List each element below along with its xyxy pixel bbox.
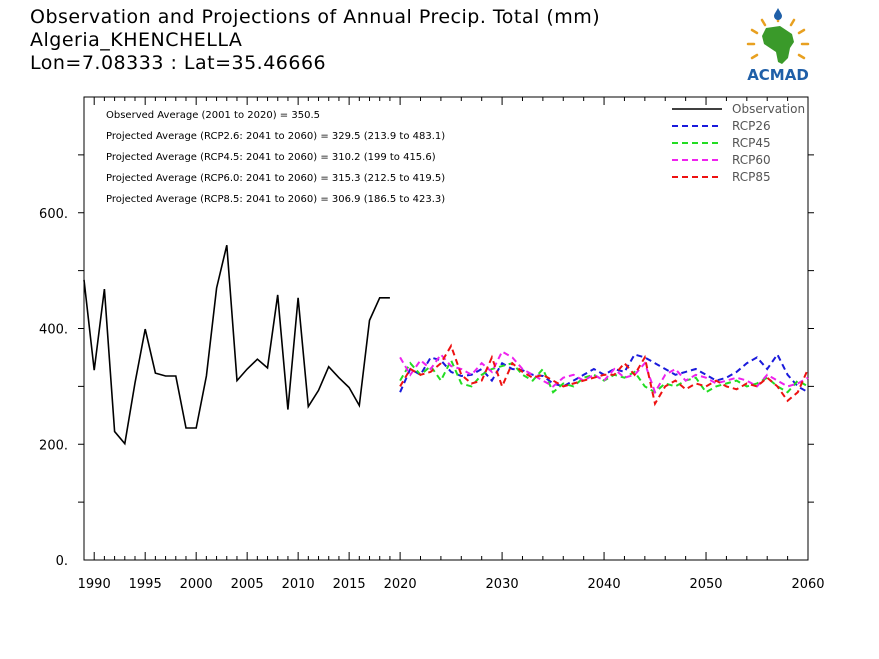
logo-rays <box>746 14 810 60</box>
logo-text: ACMAD <box>747 66 809 84</box>
series-line-rcp45 <box>399 357 809 394</box>
legend-label-rcp60: RCP60 <box>732 153 771 167</box>
chart-title: Observation and Projections of Annual Pr… <box>30 6 601 28</box>
y-tick-label: 600. <box>39 207 68 222</box>
x-tick-label: 2020 <box>384 577 417 592</box>
plot-frame <box>83 96 809 561</box>
location-coordinates: Lon=7.08333 : Lat=35.46666 <box>30 52 327 74</box>
plot-border <box>83 96 809 561</box>
chart-title-block: Observation and Projections of Annual Pr… <box>30 6 600 75</box>
x-tick-label: 2005 <box>231 577 264 592</box>
series-layer <box>83 245 809 446</box>
x-tick-label: 1995 <box>129 577 162 592</box>
stats-annotations: Observed Average (2001 to 2020) = 350.5 P… <box>106 110 445 205</box>
y-tick-label: 400. <box>39 323 68 338</box>
stats-line: Projected Average (RCP4.5: 2041 to 2060)… <box>106 152 436 163</box>
legend: Observation RCP26 RCP45 RCP60 RCP85 <box>672 102 805 184</box>
legend-label-rcp26: RCP26 <box>732 119 771 133</box>
legend-label-observation: Observation <box>732 102 805 116</box>
x-tick-label: 2000 <box>180 577 213 592</box>
series-line-rcp60 <box>399 350 809 395</box>
series-line-observation <box>83 245 390 446</box>
stats-line: Projected Average (RCP2.6: 2041 to 2060)… <box>106 131 445 142</box>
x-tick-label: 1990 <box>78 577 111 592</box>
acmad-logo: ACMAD <box>746 8 810 84</box>
y-tick-label: 200. <box>39 438 68 453</box>
stats-line: Projected Average (RCP6.0: 2041 to 2060)… <box>106 173 445 184</box>
y-tick-label: 0. <box>56 554 68 569</box>
africa-map-icon <box>762 26 794 64</box>
x-tick-label: 2060 <box>791 577 824 592</box>
x-tick-label: 2030 <box>486 577 519 592</box>
stats-line: Projected Average (RCP8.5: 2041 to 2060)… <box>106 194 445 205</box>
legend-label-rcp85: RCP85 <box>732 170 771 184</box>
series-line-rcp85 <box>399 343 809 407</box>
x-tick-label: 2040 <box>588 577 621 592</box>
y-axis: 0. 200. 400. 600. <box>39 154 814 569</box>
x-tick-label: 2015 <box>333 577 366 592</box>
x-tick-label: 2050 <box>689 577 722 592</box>
x-tick-label: 2010 <box>282 577 315 592</box>
stats-line: Observed Average (2001 to 2020) = 350.5 <box>106 110 320 121</box>
legend-label-rcp45: RCP45 <box>732 136 771 150</box>
location-name: Algeria_KHENCHELLA <box>30 29 243 51</box>
x-axis: 1990 1995 2000 2005 2010 2015 2020 2030 2040 2050… <box>78 97 825 592</box>
logo-drop-icon <box>774 8 782 20</box>
